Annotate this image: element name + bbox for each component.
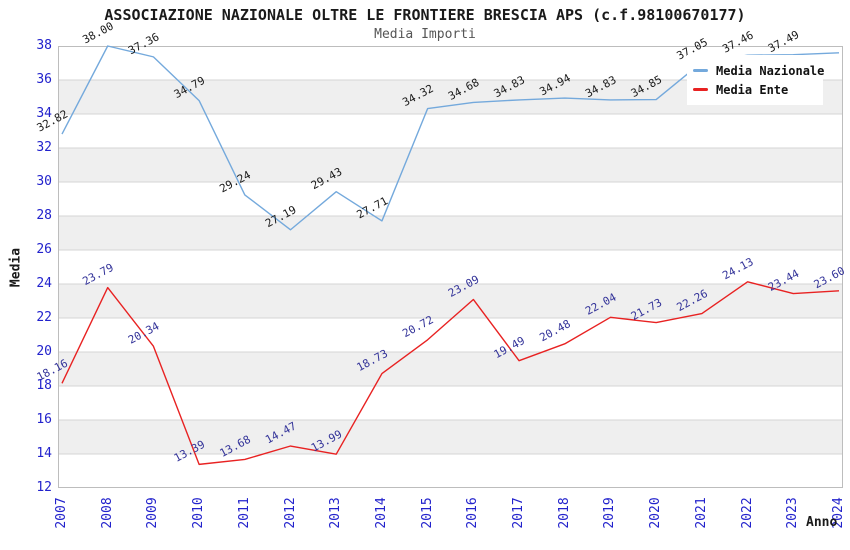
x-tick-label: 2019 xyxy=(602,497,618,529)
y-tick-label: 36 xyxy=(36,72,52,87)
point-label-media-ente: 20.48 xyxy=(537,317,572,344)
x-tick-label: 2018 xyxy=(556,497,572,529)
legend-line-icon xyxy=(693,88,708,91)
legend-item-media-ente: Media Ente xyxy=(693,80,819,99)
x-tick-label: 2007 xyxy=(54,497,69,529)
x-tick-label: 2012 xyxy=(282,497,298,529)
y-tick-label: 34 xyxy=(36,106,52,121)
legend: Media Nazionale Media Ente xyxy=(687,55,824,105)
band xyxy=(58,352,843,386)
x-tick-label: 2015 xyxy=(419,497,435,529)
line-media-ente xyxy=(61,281,840,466)
plot-container: 32.82 38.00 37.36 34.79 29.24 27.19 29.43 27.71… xyxy=(35,19,847,488)
chart-subtitle: Media Importi xyxy=(374,27,476,42)
chart-title: ASSOCIAZIONE NAZIONALE OLTRE LE FRONTIER… xyxy=(104,6,746,24)
band xyxy=(58,148,843,182)
y-tick-label: 14 xyxy=(36,446,52,461)
y-tick-label: 30 xyxy=(36,174,52,189)
y-tick-label: 24 xyxy=(36,276,52,291)
band xyxy=(58,216,843,250)
x-tick-label: 2020 xyxy=(648,497,664,529)
y-tick-label: 18 xyxy=(36,378,52,393)
x-tick-label: 2014 xyxy=(373,497,389,529)
x-tick-label: 2013 xyxy=(328,497,344,529)
x-tick-label: 2010 xyxy=(191,497,207,529)
x-tick-label: 2022 xyxy=(739,497,755,529)
y-tick-label: 26 xyxy=(36,242,52,257)
y-tick-label: 20 xyxy=(36,344,52,359)
legend-item-media-nazionale: Media Nazionale xyxy=(693,61,824,80)
y-tick-label: 22 xyxy=(36,310,52,325)
band xyxy=(58,420,843,454)
x-tick-label: 2016 xyxy=(465,497,481,529)
y-tick-label: 16 xyxy=(36,412,52,427)
x-axis-title: Anno xyxy=(806,515,838,530)
point-label-media-ente: 24.13 xyxy=(720,255,755,282)
x-tick-label: 2008 xyxy=(99,497,115,529)
legend-label-media-nazionale: Media Nazionale xyxy=(716,63,825,78)
y-tick-label: 32 xyxy=(36,140,52,155)
point-label-media-ente: 20.34 xyxy=(126,319,162,346)
plot-border xyxy=(58,46,843,488)
x-tick-label: 2021 xyxy=(693,497,709,529)
y-tick-label: 28 xyxy=(36,208,52,223)
x-tick-label: 2009 xyxy=(145,497,161,529)
legend-line-icon xyxy=(693,69,708,72)
y-tick-label: 12 xyxy=(36,480,52,495)
x-tick-label: 2017 xyxy=(511,497,527,529)
x-tick-label: 2011 xyxy=(236,497,252,529)
legend-label-media-ente: Media Ente xyxy=(716,82,789,97)
y-tick-label: 38 xyxy=(36,38,52,53)
band xyxy=(58,284,843,318)
x-tick-label: 2023 xyxy=(785,497,801,529)
